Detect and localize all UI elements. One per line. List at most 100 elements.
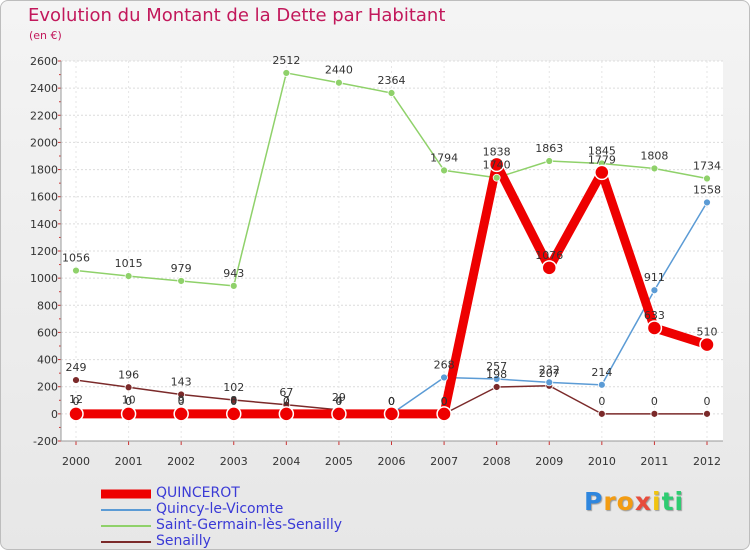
data-label-quincy-le-vicomte: 268 [434,358,455,371]
data-label-quincy-le-vicomte: 9 [178,394,185,407]
data-label-quincerot: 0 [283,395,290,408]
data-label-senailly: 196 [118,368,139,381]
data-label-quincerot: 510 [697,326,718,339]
data-point-saint-germain-les-senailly[interactable] [387,89,396,97]
y-tick-label: -200 [33,435,58,448]
data-point-senailly[interactable] [229,396,238,404]
data-point-quincy-le-vicomte[interactable] [703,198,711,207]
data-label-quincy-le-vicomte: 232 [539,363,560,376]
data-label-saint-germain-les-senailly: 1056 [62,252,90,265]
data-point-senailly[interactable] [597,409,606,418]
y-tick-label: 200 [37,381,58,394]
data-point-quincerot[interactable] [541,260,557,276]
y-tick-label: 2000 [30,136,58,149]
data-point-senailly[interactable] [124,383,133,392]
data-point-quincerot[interactable] [278,406,295,422]
data-point-quincerot[interactable] [120,406,137,422]
data-point-senailly[interactable] [177,390,186,399]
data-point-quincerot[interactable] [331,406,347,422]
legend-swatch-quincerot [101,489,151,499]
data-point-senailly[interactable] [72,376,80,384]
data-label-saint-germain-les-senailly: 979 [171,262,192,275]
y-tick-label: 1800 [30,164,58,177]
data-point-quincerot[interactable] [383,406,400,422]
data-label-senailly: 207 [539,367,560,380]
logo-letter: r [603,487,617,516]
x-tick-label: 2005 [325,455,353,468]
x-tick-label: 2003 [220,455,248,468]
data-point-saint-germain-les-senailly[interactable] [124,272,133,281]
data-point-senailly[interactable] [703,409,711,418]
data-label-quincy-le-vicomte: 911 [644,271,665,284]
legend-label-senailly: Senailly [156,533,211,549]
data-point-senailly[interactable] [650,409,659,418]
data-point-saint-germain-les-senailly[interactable] [703,174,711,183]
data-label-quincy-le-vicomte: 12 [69,393,83,406]
legend-swatch-senailly [101,541,151,543]
legend-label-saint-germain: Saint-Germain-lès-Senailly [156,517,343,533]
x-tick-label: 2006 [378,455,406,468]
data-label-senailly: 67 [279,386,293,399]
data-label-senailly: 0 [704,395,711,408]
data-label-quincerot: 0 [178,395,185,408]
data-point-quincy-le-vicomte[interactable] [597,380,606,389]
axes: -200020040060080010001200140016001800200… [30,55,723,468]
y-tick-label: 400 [37,354,58,367]
data-label-senailly: 0 [441,395,448,408]
data-label-saint-germain-les-senailly: 1808 [640,149,668,162]
legend-label-quincy-le-vicomte: Quincy-le-Vicomte [156,501,284,517]
proxiti-logo: Proxiti [584,487,684,516]
data-point-saint-germain-les-senailly[interactable] [335,78,343,87]
data-point-quincy-le-vicomte[interactable] [440,373,448,382]
legend-swatch-quincy-le-vicomte [101,509,151,511]
chart-title: Evolution du Montant de la Dette par Hab… [28,5,446,26]
x-tick-label: 2012 [693,455,721,468]
logo-letter: i [652,487,662,516]
y-tick-label: 0 [51,408,58,421]
data-label-saint-germain-les-senailly: 1740 [483,159,511,172]
data-label-quincy-le-vicomte: 1558 [693,183,721,196]
data-point-saint-germain-les-senailly[interactable] [72,266,80,275]
data-point-quincy-le-vicomte[interactable] [492,375,501,383]
data-label-saint-germain-les-senailly: 1845 [588,144,616,157]
data-point-quincerot[interactable] [594,164,610,181]
x-tick-label: 2007 [430,455,458,468]
data-label-quincerot: 0 [335,395,342,408]
data-label-quincy-le-vicomte: 8 [230,394,237,407]
data-point-saint-germain-les-senailly[interactable] [440,166,448,175]
data-point-quincerot[interactable] [226,406,242,422]
data-point-quincy-le-vicomte[interactable] [650,286,659,295]
data-point-quincerot[interactable] [488,156,505,173]
logo-letter: o [616,487,635,516]
data-point-saint-germain-les-senailly[interactable] [650,164,659,173]
x-tick-label: 2009 [535,455,563,468]
data-point-quincerot[interactable] [436,406,452,422]
data-point-saint-germain-les-senailly[interactable] [545,157,554,165]
data-label-senailly: 102 [223,381,244,394]
x-tick-label: 2008 [483,455,511,468]
data-label-senailly: 198 [486,368,507,381]
logo-letter: t [661,487,675,516]
data-label-quincy-le-vicomte: 257 [486,360,507,373]
data-label-quincerot: 1779 [588,153,616,166]
data-point-quincerot[interactable] [68,406,84,422]
data-label-quincy-le-vicomte: 7 [283,394,290,407]
data-label-quincerot: 0 [388,395,395,408]
x-tick-label: 2004 [272,455,300,468]
x-tick-label: 2000 [62,455,90,468]
data-point-saint-germain-les-senailly[interactable] [229,281,238,290]
data-point-senailly[interactable] [492,383,501,391]
data-label-senailly: 0 [388,395,395,408]
data-point-quincerot[interactable] [646,320,663,336]
data-label-quincy-le-vicomte: 10 [122,394,136,407]
data-label-quincerot: 0 [230,395,237,408]
data-point-quincerot[interactable] [173,406,189,422]
data-point-saint-germain-les-senailly[interactable] [492,173,501,182]
data-point-saint-germain-les-senailly[interactable] [177,277,186,285]
data-point-quincy-le-vicomte[interactable] [545,378,554,387]
data-point-saint-germain-les-senailly[interactable] [282,69,291,77]
data-point-quincerot[interactable] [699,336,715,353]
